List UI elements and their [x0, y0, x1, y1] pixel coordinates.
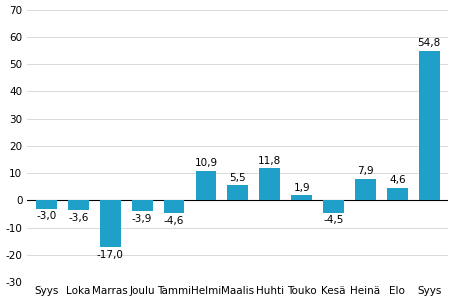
Text: 5,5: 5,5 — [230, 173, 246, 183]
Text: -3,6: -3,6 — [68, 213, 89, 223]
Text: 10,9: 10,9 — [194, 158, 217, 168]
Text: 4,6: 4,6 — [389, 175, 406, 185]
Bar — [291, 195, 312, 201]
Text: -4,6: -4,6 — [164, 216, 184, 226]
Bar — [323, 201, 344, 213]
Text: -4,5: -4,5 — [323, 215, 344, 226]
Bar — [387, 188, 408, 201]
Bar — [36, 201, 57, 209]
Text: 1,9: 1,9 — [293, 182, 310, 193]
Text: -3,9: -3,9 — [132, 214, 153, 224]
Text: 7,9: 7,9 — [357, 166, 374, 176]
Bar — [419, 51, 439, 201]
Text: 11,8: 11,8 — [258, 156, 281, 165]
Bar — [196, 171, 217, 201]
Bar — [227, 185, 248, 201]
Bar — [164, 201, 184, 213]
Bar — [355, 179, 376, 201]
Bar — [100, 201, 121, 247]
Bar — [259, 168, 280, 201]
Bar — [132, 201, 153, 211]
Text: -17,0: -17,0 — [97, 249, 123, 259]
Text: 54,8: 54,8 — [418, 38, 441, 48]
Bar — [68, 201, 89, 210]
Text: -3,0: -3,0 — [36, 211, 57, 221]
